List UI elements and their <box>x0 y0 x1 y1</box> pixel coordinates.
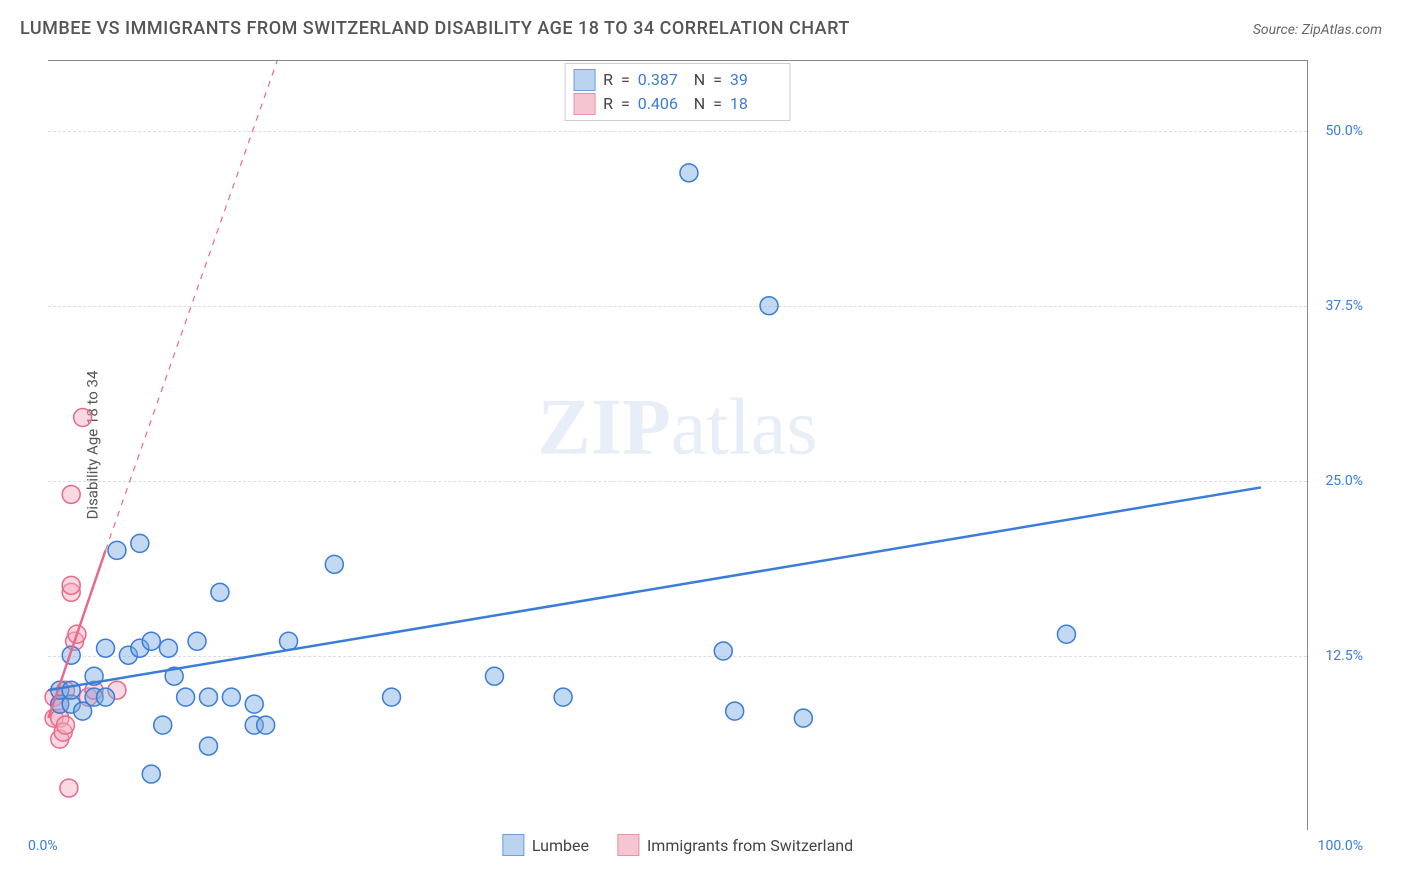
y-tick-label: 50.0% <box>1325 123 1363 139</box>
n-label: N <box>694 92 705 116</box>
data-point <box>188 632 206 650</box>
swiss-swatch-icon <box>573 93 595 115</box>
chart-title: LUMBEE VS IMMIGRANTS FROM SWITZERLAND DI… <box>20 18 850 39</box>
trend-line <box>48 487 1261 690</box>
data-point <box>199 688 217 706</box>
legend-item-lumbee: Lumbee <box>502 834 589 856</box>
trend-line <box>106 61 278 550</box>
swiss-legend-swatch-icon <box>617 834 639 856</box>
data-point <box>485 667 503 685</box>
data-point <box>62 576 80 594</box>
n-label: N <box>694 68 705 92</box>
lumbee-legend-swatch-icon <box>502 834 524 856</box>
eq-label: = <box>621 68 630 92</box>
r-label: R <box>603 68 613 92</box>
data-point <box>108 541 126 559</box>
swiss-r-value: 0.406 <box>638 92 686 116</box>
lumbee-swatch-icon <box>573 69 595 91</box>
correlation-stats-box: R = 0.387 N = 39 R = 0.406 N = 18 <box>564 63 791 121</box>
lumbee-r-value: 0.387 <box>638 68 686 92</box>
data-point <box>142 632 160 650</box>
bottom-legend: Lumbee Immigrants from Switzerland <box>502 834 853 856</box>
y-tick-label: 25.0% <box>1325 473 1363 489</box>
data-point <box>760 297 778 315</box>
data-point <box>714 642 732 660</box>
data-point <box>245 695 263 713</box>
data-point <box>62 681 80 699</box>
chart-area: Disability Age 18 to 34 ZIPatlas R = 0.3… <box>48 60 1368 830</box>
data-point <box>222 688 240 706</box>
data-point <box>159 639 177 657</box>
data-point <box>280 632 298 650</box>
eq-label: = <box>713 68 722 92</box>
lumbee-n-value: 39 <box>730 68 778 92</box>
swiss-legend-label: Immigrants from Switzerland <box>647 836 853 855</box>
data-point <box>554 688 572 706</box>
swiss-n-value: 18 <box>730 92 778 116</box>
data-point <box>131 534 149 552</box>
data-point <box>1057 625 1075 643</box>
plot-region: ZIPatlas R = 0.387 N = 39 R = 0.406 N = … <box>48 60 1308 830</box>
x-tick-min: 0.0% <box>28 838 58 854</box>
y-tick-label: 12.5% <box>1325 648 1363 664</box>
data-point <box>177 688 195 706</box>
data-point <box>680 164 698 182</box>
eq-label: = <box>713 92 722 116</box>
data-point <box>74 409 92 427</box>
r-label: R <box>603 92 613 116</box>
eq-label: = <box>621 92 630 116</box>
scatter-svg <box>48 61 1307 830</box>
data-point <box>154 716 172 734</box>
data-point <box>794 709 812 727</box>
x-tick-max: 100.0% <box>1318 838 1363 854</box>
data-point <box>211 583 229 601</box>
lumbee-legend-label: Lumbee <box>532 836 589 855</box>
stats-row-swiss: R = 0.406 N = 18 <box>573 92 778 116</box>
data-point <box>199 737 217 755</box>
data-point <box>383 688 401 706</box>
y-tick-label: 37.5% <box>1325 298 1363 314</box>
stats-row-lumbee: R = 0.387 N = 39 <box>573 68 778 92</box>
data-point <box>60 779 78 797</box>
data-point <box>726 702 744 720</box>
data-point <box>325 555 343 573</box>
data-point <box>56 716 74 734</box>
data-point <box>142 765 160 783</box>
source-attribution: Source: ZipAtlas.com <box>1253 22 1382 38</box>
data-point <box>97 639 115 657</box>
legend-item-swiss: Immigrants from Switzerland <box>617 834 853 856</box>
data-point <box>97 688 115 706</box>
data-point <box>257 716 275 734</box>
data-point <box>62 485 80 503</box>
